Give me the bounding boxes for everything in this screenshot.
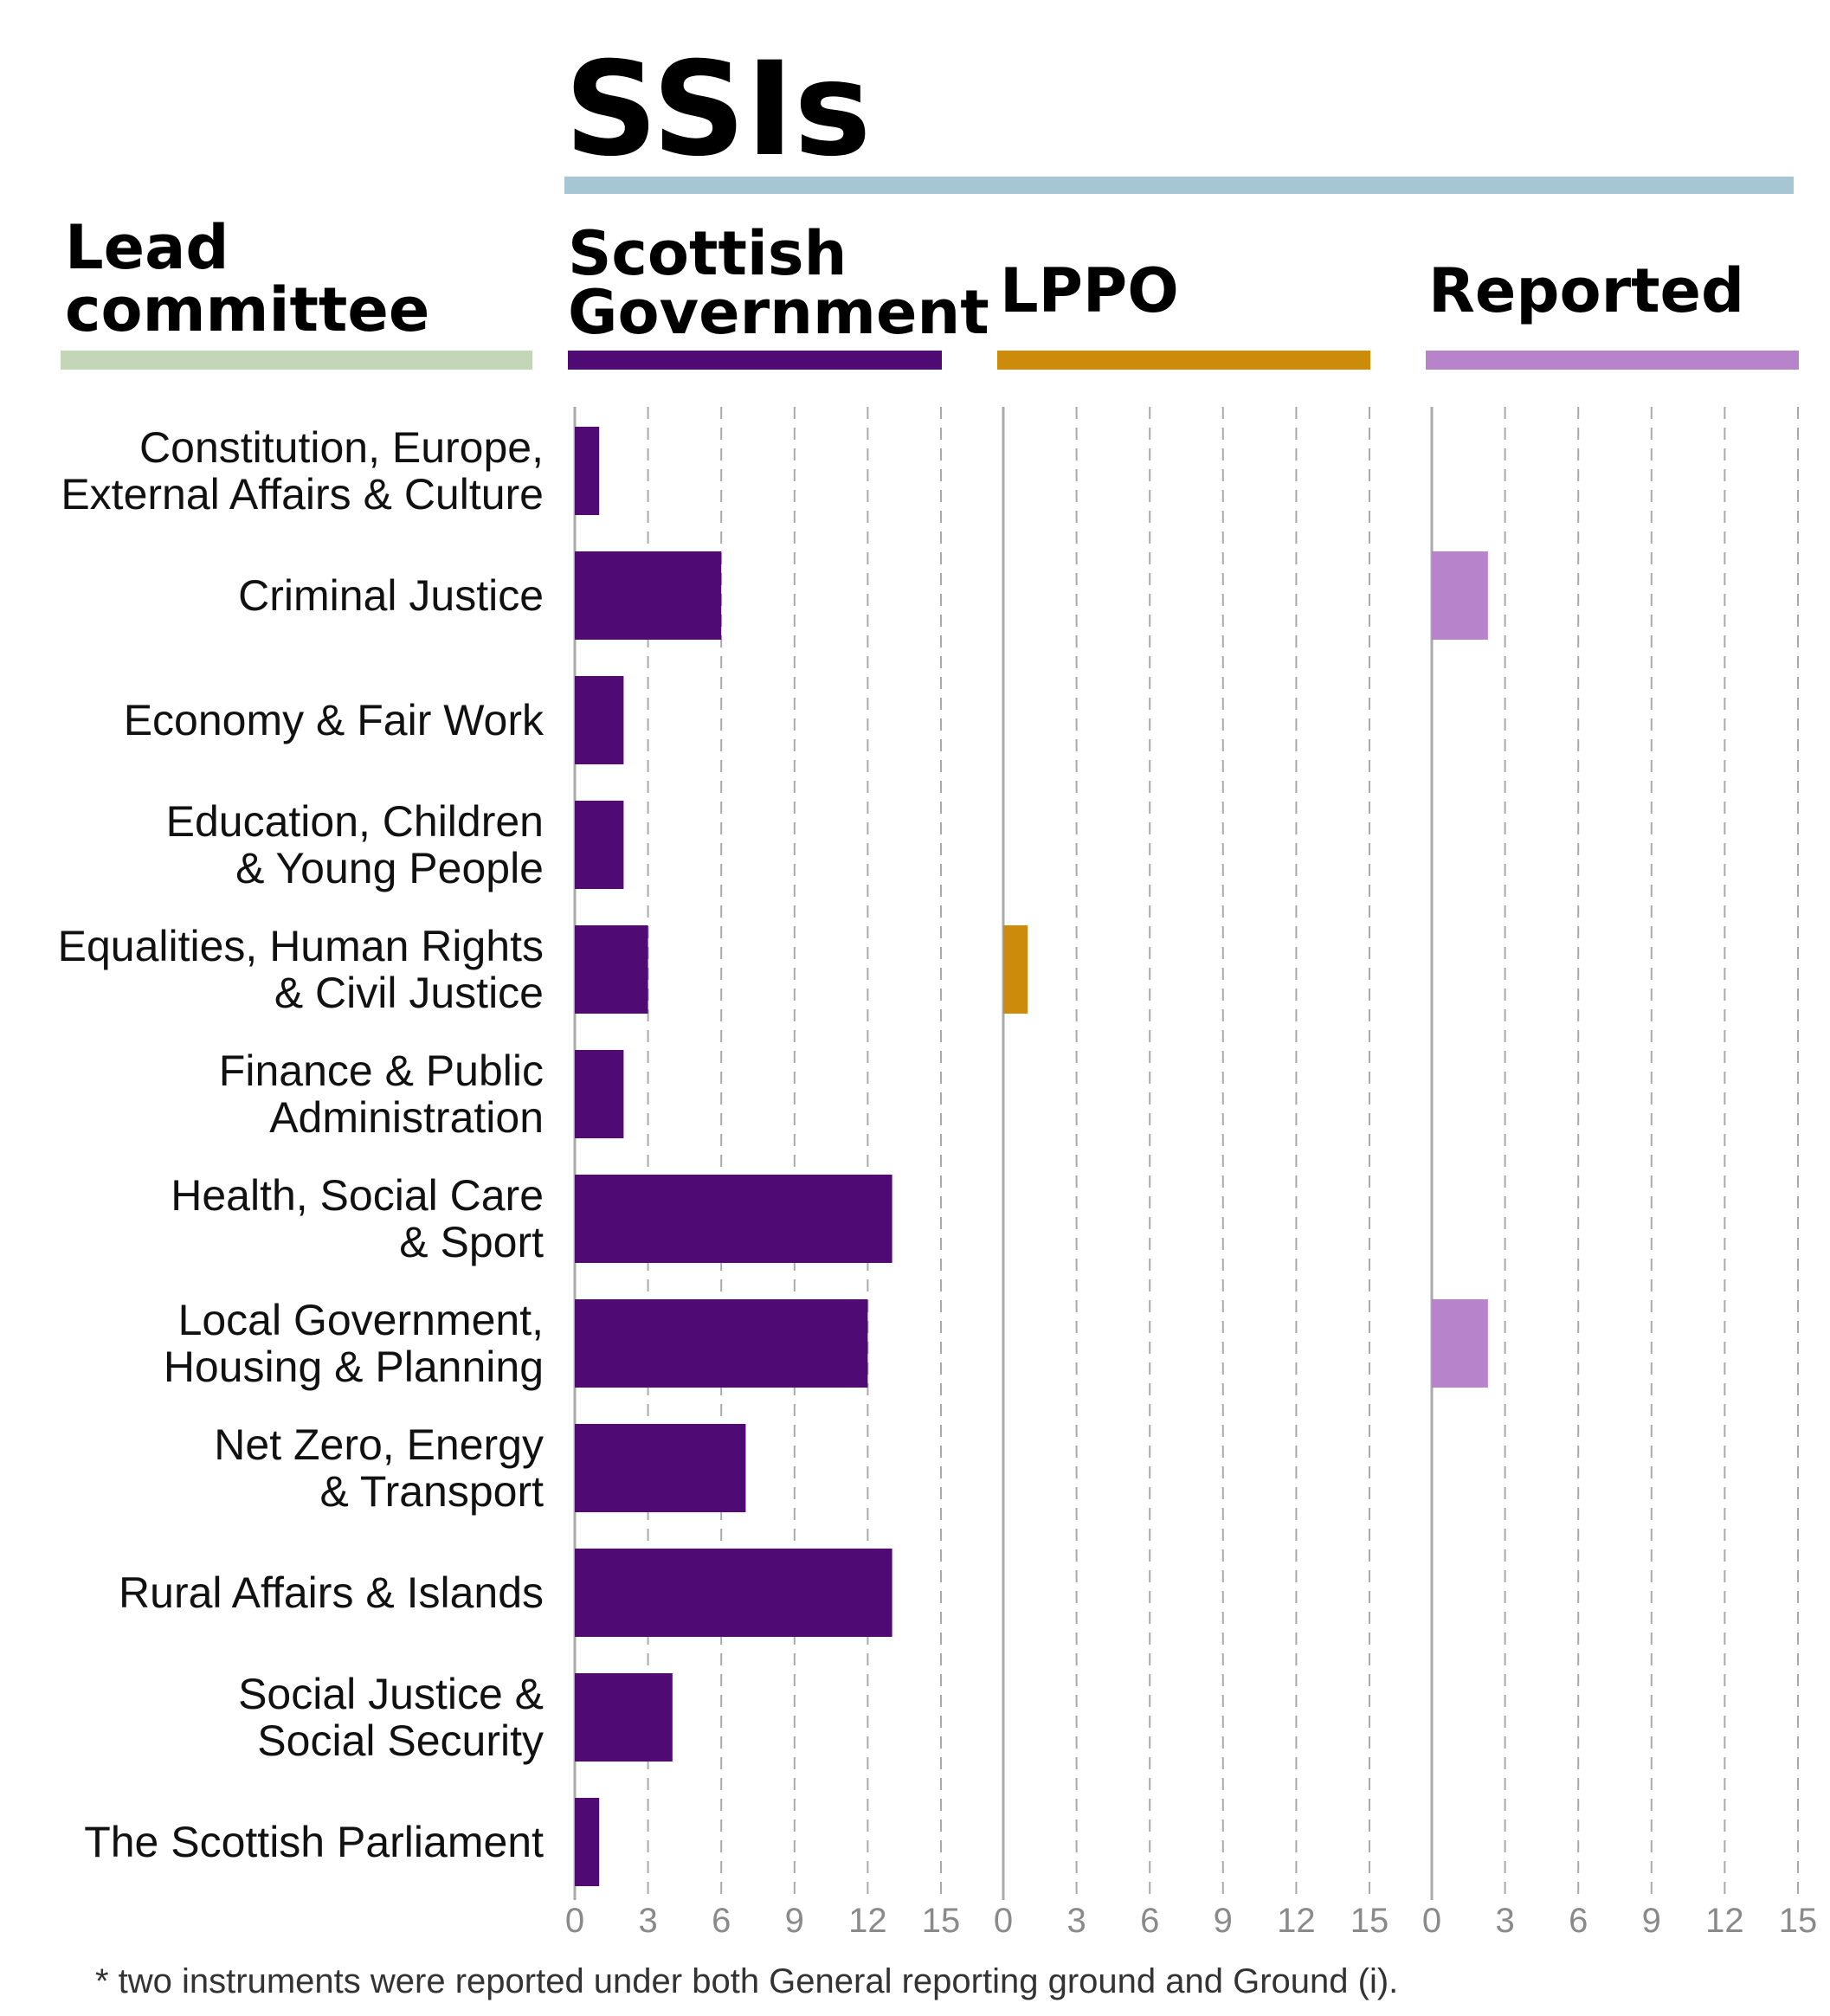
category-label: Rural Affairs & Islands (119, 1568, 544, 1617)
bar (575, 1050, 624, 1138)
tick-label: 15 (1779, 1902, 1818, 1940)
tick-label: 15 (1350, 1902, 1389, 1940)
footnote: * two instruments were reported under bo… (95, 1962, 1398, 2000)
bar (1003, 925, 1028, 1014)
category-label-line: Net Zero, Energy (214, 1420, 544, 1469)
series-header-line: LPPO (1000, 255, 1179, 326)
bar (575, 676, 624, 764)
category-label-line: Rural Affairs & Islands (119, 1568, 544, 1617)
category-label-line: Criminal Justice (238, 571, 544, 620)
category-label: Finance & Public Administration (219, 1047, 544, 1142)
tick-label: 12 (1277, 1902, 1316, 1940)
tick-label: 6 (712, 1902, 731, 1940)
tick-label: 3 (1066, 1902, 1086, 1940)
bars-layer (575, 427, 1488, 1886)
bar (1432, 1299, 1488, 1388)
tick-label: 15 (922, 1902, 961, 1940)
category-label-line: Local Government, (178, 1296, 544, 1344)
tick-label: 9 (1214, 1902, 1233, 1940)
category-label-line: & Civil Justice (274, 969, 544, 1017)
tick-label: 6 (1140, 1902, 1159, 1940)
category-label-line: Administration (269, 1093, 544, 1142)
category-label-line: Social Security (257, 1716, 544, 1765)
bar (575, 925, 648, 1014)
category-label: Health, Social Care & Sport (171, 1171, 544, 1266)
tick-label: 6 (1569, 1902, 1588, 1940)
grid-layer (573, 407, 1799, 1900)
bar (575, 551, 722, 640)
bar (575, 427, 600, 515)
tick-label: 3 (638, 1902, 657, 1940)
series-rule (1426, 351, 1799, 370)
category-label: Constitution, Europe, External Affairs & … (61, 423, 544, 518)
bar (575, 801, 624, 889)
lead-committee-header-line: Lead (65, 212, 229, 283)
tick-label: 0 (1422, 1902, 1441, 1940)
series-header-line: Scottish (568, 218, 847, 289)
series-rule (568, 351, 942, 370)
series-header-line: Reported (1428, 255, 1744, 326)
tick-label: 12 (848, 1902, 887, 1940)
category-label-line: Health, Social Care (171, 1171, 544, 1220)
category-label-line: Equalities, Human Rights (58, 922, 544, 970)
category-label-line: & Young People (235, 844, 544, 892)
title-rule (564, 177, 1794, 194)
category-label: Social Justice & Social Security (238, 1670, 544, 1765)
category-label: Economy & Fair Work (124, 696, 544, 744)
category-label-line: Finance & Public (219, 1047, 544, 1095)
category-label: Net Zero, Energy & Transport (214, 1420, 544, 1516)
series-header: LPPO (1000, 255, 1179, 326)
tick-label: 0 (565, 1902, 584, 1940)
category-label-line: Housing & Planning (164, 1343, 544, 1391)
series-header-line: Government (568, 277, 989, 348)
category-label: Education, Children & Young People (166, 797, 544, 892)
lead-committee-rule (61, 351, 532, 370)
category-label-line: Economy & Fair Work (124, 696, 544, 744)
category-label-line: Social Justice & (238, 1670, 544, 1718)
category-label-line: & Sport (399, 1218, 544, 1266)
bar (575, 1549, 892, 1637)
category-label: The Scottish Parliament (84, 1818, 544, 1866)
category-label-line: The Scottish Parliament (84, 1818, 544, 1866)
bar (575, 1798, 600, 1886)
labels-layer: Lead committee Scottish Government 0 3 6 9 12 15 L… (58, 212, 1818, 1940)
category-label-line: Education, Children (166, 797, 544, 846)
lead-committee-header: Lead committee (65, 212, 429, 345)
bar (575, 1673, 673, 1762)
bar (1432, 551, 1488, 640)
bar (575, 1424, 746, 1512)
category-label: Criminal Justice (238, 571, 544, 620)
category-label-line: & Transport (320, 1467, 544, 1516)
series-header: Reported (1428, 255, 1744, 326)
tick-label: 3 (1495, 1902, 1514, 1940)
tick-label: 0 (994, 1902, 1013, 1940)
bar (575, 1175, 892, 1263)
tick-label: 9 (785, 1902, 804, 1940)
series-header: Scottish Government (568, 218, 989, 348)
series-rule (997, 351, 1370, 370)
category-label: Local Government, Housing & Planning (164, 1296, 544, 1391)
category-label: Equalities, Human Rights & Civil Justice (58, 922, 544, 1017)
chart-title: SSIs (564, 35, 871, 185)
category-label-line: External Affairs & Culture (61, 470, 544, 518)
bar (575, 1299, 868, 1388)
category-label-line: Constitution, Europe, (139, 423, 544, 472)
tick-label: 12 (1705, 1902, 1744, 1940)
lead-committee-header-line: committee (65, 274, 429, 345)
tick-label: 9 (1642, 1902, 1661, 1940)
